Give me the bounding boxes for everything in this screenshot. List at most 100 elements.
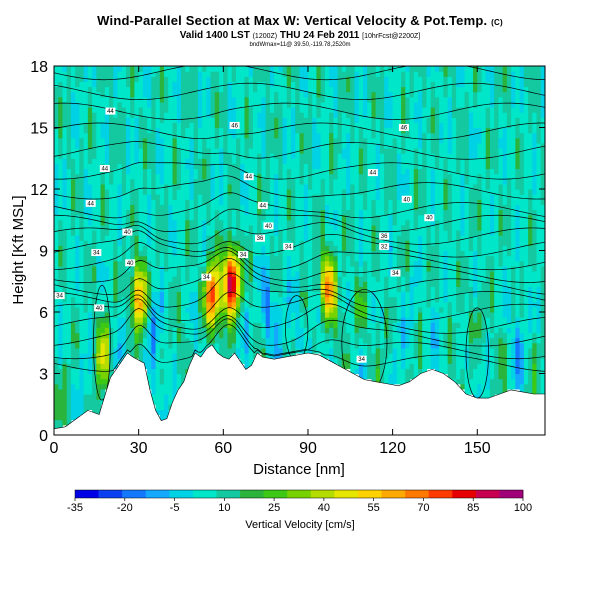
velocity-cell — [83, 353, 89, 359]
velocity-cell — [337, 183, 343, 190]
velocity-cell — [147, 250, 152, 257]
velocity-cell — [54, 194, 59, 200]
velocity-cell — [236, 255, 241, 262]
velocity-cell — [176, 353, 182, 359]
velocity-cell — [307, 163, 313, 170]
velocity-cell — [223, 276, 229, 282]
velocity-cell — [202, 183, 207, 190]
velocity-cell — [375, 296, 381, 303]
velocity-cell — [189, 101, 195, 108]
velocity-cell — [358, 183, 364, 190]
velocity-cell — [346, 127, 351, 134]
velocity-cell — [83, 209, 89, 216]
velocity-cell — [54, 378, 59, 385]
velocity-cell — [384, 209, 389, 216]
velocity-cell — [240, 204, 246, 211]
velocity-cell — [320, 214, 326, 221]
velocity-cell — [180, 142, 186, 149]
velocity-cell — [223, 286, 229, 293]
velocity-cell — [168, 158, 174, 164]
velocity-cell — [401, 312, 406, 318]
velocity-cell — [83, 281, 89, 287]
velocity-cell — [252, 132, 258, 139]
velocity-cell — [303, 148, 309, 154]
velocity-cell — [286, 194, 292, 200]
velocity-cell — [79, 153, 85, 159]
velocity-cell — [265, 322, 271, 328]
velocity-cell — [176, 383, 182, 390]
velocity-cell — [341, 194, 347, 200]
velocity-cell — [142, 132, 148, 139]
velocity-cell — [350, 142, 356, 149]
velocity-cell — [362, 209, 368, 216]
velocity-cell — [193, 142, 199, 149]
velocity-cell — [362, 91, 368, 98]
velocity-cell — [113, 91, 119, 98]
velocity-cell — [388, 81, 394, 88]
velocity-cell — [223, 127, 229, 134]
velocity-cell — [62, 112, 68, 118]
velocity-cell — [350, 148, 356, 154]
velocity-cell — [58, 209, 64, 216]
velocity-cell — [227, 250, 233, 257]
velocity-cell — [193, 337, 199, 344]
velocity-cell — [66, 158, 72, 164]
velocity-cell — [185, 265, 191, 272]
velocity-cell — [117, 71, 123, 77]
velocity-cell — [244, 178, 250, 185]
velocity-cell — [350, 224, 356, 231]
velocity-cell — [375, 353, 381, 359]
velocity-cell — [375, 373, 381, 380]
velocity-cell — [134, 158, 140, 164]
velocity-cell — [350, 117, 356, 123]
velocity-cell — [379, 86, 385, 93]
velocity-cell — [269, 168, 275, 175]
velocity-cell — [193, 173, 199, 180]
velocity-cell — [240, 132, 246, 139]
velocity-cell — [147, 353, 152, 359]
velocity-cell — [147, 91, 152, 98]
velocity-cell — [164, 137, 169, 144]
velocity-cell — [176, 127, 182, 134]
velocity-cell — [104, 342, 110, 349]
velocity-cell — [62, 363, 68, 369]
velocity-cell — [333, 81, 339, 88]
velocity-cell — [286, 312, 292, 318]
velocity-cell — [168, 332, 174, 339]
velocity-cell — [371, 317, 377, 323]
velocity-cell — [388, 122, 394, 129]
velocity-cell — [295, 255, 301, 262]
velocity-cell — [100, 76, 106, 82]
velocity-cell — [104, 327, 110, 334]
velocity-cell — [206, 332, 212, 339]
velocity-cell — [125, 137, 131, 144]
velocity-cell — [164, 199, 169, 205]
velocity-cell — [155, 153, 161, 159]
velocity-cell — [316, 250, 322, 257]
velocity-cell — [329, 86, 334, 93]
velocity-cell — [291, 183, 296, 190]
velocity-cell — [164, 276, 169, 282]
velocity-cell — [371, 183, 377, 190]
velocity-cell — [54, 163, 59, 170]
velocity-cell — [261, 112, 267, 118]
velocity-cell — [75, 271, 80, 277]
velocity-cell — [202, 81, 207, 88]
velocity-cell — [223, 327, 229, 334]
velocity-cell — [142, 245, 148, 252]
velocity-cell — [210, 189, 216, 195]
velocity-cell — [96, 183, 102, 190]
velocity-cell — [58, 158, 64, 164]
velocity-cell — [278, 209, 284, 216]
velocity-cell — [261, 214, 267, 221]
velocity-cell — [155, 281, 161, 287]
velocity-cell — [282, 183, 288, 190]
velocity-cell — [303, 107, 309, 113]
velocity-cell — [358, 91, 364, 98]
velocity-cell — [354, 332, 360, 339]
velocity-cell — [295, 322, 301, 328]
velocity-cell — [295, 127, 301, 134]
velocity-cell — [202, 101, 207, 108]
velocity-cell — [324, 66, 330, 72]
velocity-cell — [138, 189, 144, 195]
